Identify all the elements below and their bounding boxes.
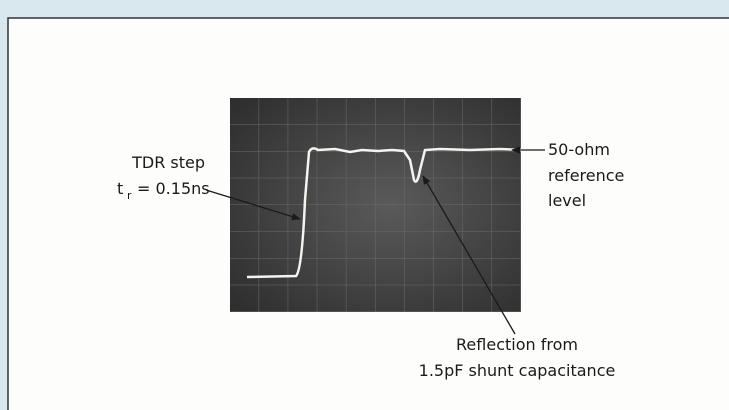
reflection-label: Reflection from bbox=[456, 335, 578, 354]
scope-screen bbox=[230, 98, 522, 312]
reference-label: reference bbox=[548, 166, 624, 185]
step-label: TDR step bbox=[131, 153, 205, 172]
step-arrow bbox=[205, 189, 301, 221]
step-symbol: t bbox=[117, 179, 123, 198]
annotations: TDR step t r = 0.15ns 50-ohm reference l… bbox=[117, 140, 624, 380]
trace bbox=[246, 147, 522, 279]
reference-label: level bbox=[548, 191, 586, 210]
reference-label: 50-ohm bbox=[548, 140, 610, 159]
step-subscript: r bbox=[127, 189, 132, 202]
reflection-label: 1.5pF shunt capacitance bbox=[419, 361, 616, 380]
step-rise: = 0.15ns bbox=[137, 179, 210, 198]
reflection-arrow bbox=[422, 175, 516, 335]
